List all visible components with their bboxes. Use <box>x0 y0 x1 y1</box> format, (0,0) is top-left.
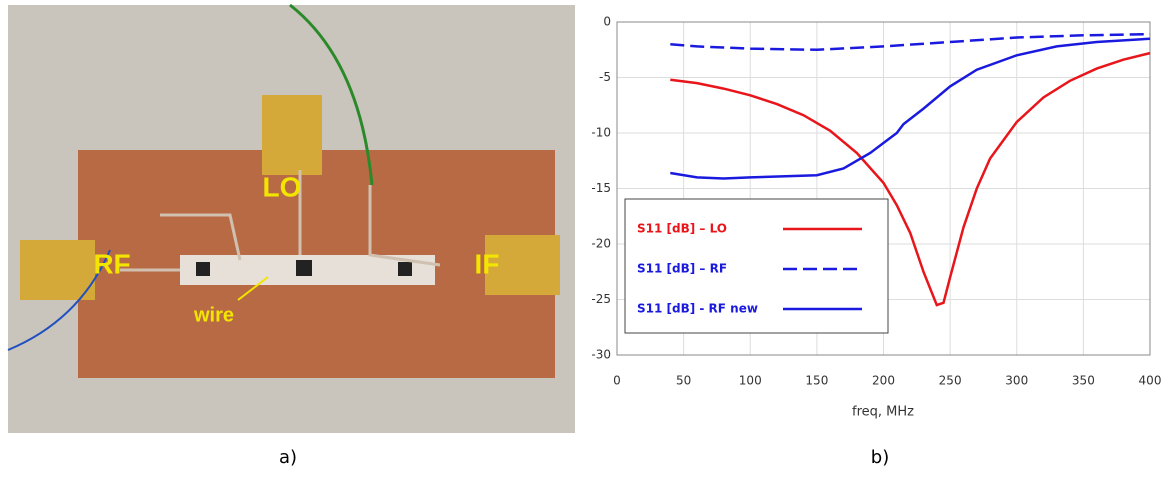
x-tick-label: 300 <box>1005 374 1028 388</box>
lo-connector <box>262 95 322 175</box>
chip <box>196 262 210 276</box>
rf-connector <box>20 240 95 300</box>
if-connector <box>485 235 560 295</box>
x-tick-label: 400 <box>1139 374 1162 388</box>
arrow <box>237 276 269 301</box>
photo: RF LO IF wire <box>7 3 575 433</box>
legend-label: S11 [dB] - RF new <box>637 302 758 316</box>
plot-frame <box>616 21 1151 356</box>
series-line <box>670 37 1151 180</box>
x-tick-label: 150 <box>805 374 828 388</box>
x-tick-label: 0 <box>613 374 621 388</box>
y-tick-label: -5 <box>599 70 611 84</box>
legend-box <box>624 198 889 334</box>
series-line <box>670 51 1151 307</box>
y-tick-label: -10 <box>591 126 611 140</box>
traces <box>120 170 441 272</box>
y-tick-label: 0 <box>603 15 611 29</box>
y-tick-label: -20 <box>591 237 611 251</box>
y-tick-label: -30 <box>591 348 611 362</box>
chip <box>398 262 412 276</box>
x-tick-label: 200 <box>872 374 895 388</box>
pcb-label: LO <box>263 171 302 202</box>
series-line <box>670 32 1151 52</box>
caption: a) <box>279 447 297 468</box>
x-tick-label: 100 <box>739 374 762 388</box>
y-tick-label: -25 <box>591 292 611 306</box>
pcb-label: RF <box>93 248 130 279</box>
x-tick-label: 50 <box>676 374 691 388</box>
chip <box>296 260 312 276</box>
pcb-label: IF <box>475 248 500 279</box>
x-tick-label: 250 <box>939 374 962 388</box>
x-tick-label: 350 <box>1072 374 1095 388</box>
legend-label: S11 [dB] – LO <box>637 222 727 236</box>
x-axis-label: freq, MHz <box>852 405 914 420</box>
blue-wire <box>7 249 111 351</box>
caption: b) <box>871 447 889 468</box>
green-wire <box>289 3 374 186</box>
y-tick-label: -15 <box>591 181 611 195</box>
legend-label: S11 [dB] – RF <box>637 262 727 276</box>
pcb-label: wire <box>193 304 234 326</box>
